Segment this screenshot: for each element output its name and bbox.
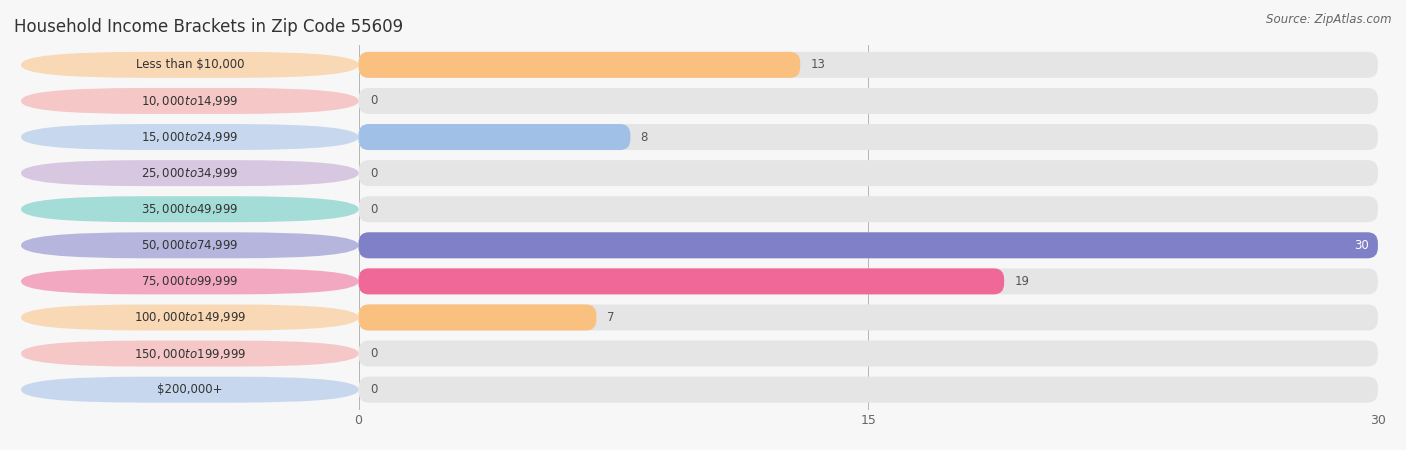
Text: 13: 13: [810, 58, 825, 72]
FancyBboxPatch shape: [359, 341, 1378, 367]
FancyBboxPatch shape: [359, 52, 800, 78]
Text: $75,000 to $99,999: $75,000 to $99,999: [141, 274, 239, 288]
FancyBboxPatch shape: [21, 232, 359, 258]
Text: 8: 8: [641, 130, 648, 144]
Text: 0: 0: [370, 202, 378, 216]
FancyBboxPatch shape: [21, 305, 359, 330]
FancyBboxPatch shape: [359, 268, 1378, 294]
FancyBboxPatch shape: [21, 377, 359, 403]
Text: Less than $10,000: Less than $10,000: [135, 58, 245, 72]
FancyBboxPatch shape: [359, 377, 1378, 403]
FancyBboxPatch shape: [359, 52, 1378, 78]
Text: $100,000 to $149,999: $100,000 to $149,999: [134, 310, 246, 324]
Text: 30: 30: [1354, 239, 1369, 252]
Text: $10,000 to $14,999: $10,000 to $14,999: [141, 94, 239, 108]
FancyBboxPatch shape: [21, 268, 359, 294]
FancyBboxPatch shape: [359, 305, 596, 330]
FancyBboxPatch shape: [359, 232, 1378, 258]
Text: 0: 0: [370, 94, 378, 108]
FancyBboxPatch shape: [359, 232, 1378, 258]
Text: $15,000 to $24,999: $15,000 to $24,999: [141, 130, 239, 144]
FancyBboxPatch shape: [21, 88, 359, 114]
Text: $25,000 to $34,999: $25,000 to $34,999: [141, 166, 239, 180]
Text: 0: 0: [370, 383, 378, 396]
FancyBboxPatch shape: [359, 196, 1378, 222]
Text: 0: 0: [370, 347, 378, 360]
Text: $50,000 to $74,999: $50,000 to $74,999: [141, 238, 239, 252]
FancyBboxPatch shape: [359, 124, 630, 150]
FancyBboxPatch shape: [359, 88, 1378, 114]
FancyBboxPatch shape: [359, 305, 1378, 330]
FancyBboxPatch shape: [21, 52, 359, 78]
Text: $150,000 to $199,999: $150,000 to $199,999: [134, 346, 246, 360]
FancyBboxPatch shape: [21, 196, 359, 222]
FancyBboxPatch shape: [21, 341, 359, 367]
Text: $200,000+: $200,000+: [157, 383, 222, 396]
FancyBboxPatch shape: [359, 160, 1378, 186]
Text: Household Income Brackets in Zip Code 55609: Household Income Brackets in Zip Code 55…: [14, 18, 404, 36]
FancyBboxPatch shape: [21, 160, 359, 186]
FancyBboxPatch shape: [359, 124, 1378, 150]
FancyBboxPatch shape: [359, 268, 1004, 294]
Text: 0: 0: [370, 166, 378, 180]
Text: 19: 19: [1014, 275, 1029, 288]
Text: $35,000 to $49,999: $35,000 to $49,999: [141, 202, 239, 216]
Text: Source: ZipAtlas.com: Source: ZipAtlas.com: [1267, 14, 1392, 27]
Text: 7: 7: [606, 311, 614, 324]
FancyBboxPatch shape: [21, 124, 359, 150]
